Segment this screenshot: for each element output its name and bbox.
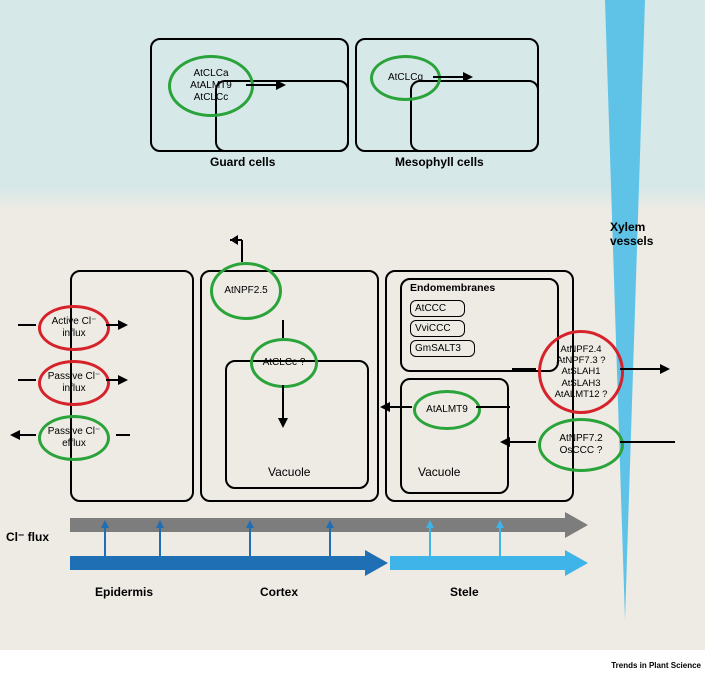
endomembranes-title: Endomembranes bbox=[410, 282, 495, 295]
meso-label: Mesophyll cells bbox=[395, 155, 484, 169]
cortex-vacuole-label: Vacuole bbox=[268, 465, 310, 479]
flux-connectors bbox=[70, 498, 590, 563]
xylem-green-arrow bbox=[500, 435, 675, 451]
xylem-label: Xylem vessels bbox=[610, 220, 653, 248]
guard-oval: AtCLCa AtALMT9 AtCLCc bbox=[168, 55, 254, 117]
endo-item-2: GmSALT3 bbox=[410, 340, 475, 357]
xylem-red-arrow bbox=[512, 362, 672, 378]
endo-item-0: AtCCC bbox=[410, 300, 465, 317]
passive-influx-arrow bbox=[18, 373, 130, 389]
cortex-label: Cortex bbox=[260, 585, 298, 599]
diagram-canvas: Xylem vessels AtCLCa AtALMT9 AtCLCc Guar… bbox=[0, 0, 705, 674]
clcc-arrow bbox=[276, 320, 292, 430]
meso-oval: AtCLCg bbox=[370, 55, 441, 101]
passive-efflux-arrow bbox=[10, 428, 130, 444]
cl-flux-label: Cl⁻ flux bbox=[6, 530, 49, 544]
stele-vacuole-label: Vacuole bbox=[418, 465, 460, 479]
stele-label: Stele bbox=[450, 585, 479, 599]
epidermis-label: Epidermis bbox=[95, 585, 153, 599]
guard-arrow bbox=[246, 78, 286, 94]
meso-arrow bbox=[433, 70, 473, 86]
guard-proteins: AtCLCa AtALMT9 AtCLCc bbox=[190, 68, 232, 104]
guard-label: Guard cells bbox=[210, 155, 275, 169]
meso-proteins: AtCLCg bbox=[388, 72, 423, 84]
active-influx-arrow bbox=[18, 318, 130, 334]
npf25-arrow bbox=[230, 222, 280, 272]
almt9-arrow bbox=[380, 400, 510, 416]
credit-text: Trends in Plant Science bbox=[611, 661, 701, 670]
npf25-text: AtNPF2.5 bbox=[224, 285, 267, 297]
endo-item-1: VviCCC bbox=[410, 320, 465, 337]
